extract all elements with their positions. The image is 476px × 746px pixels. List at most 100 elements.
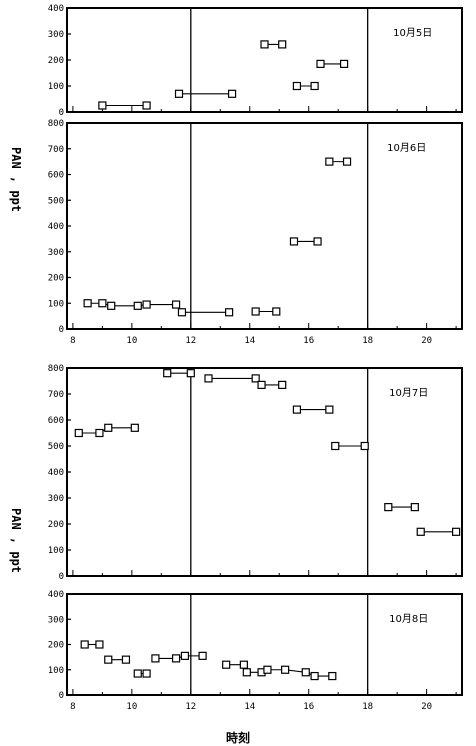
data-point-marker <box>142 669 151 678</box>
x-tick-label: 20 <box>421 702 432 712</box>
data-point-marker <box>74 428 83 438</box>
data-point-marker <box>301 668 310 677</box>
panel-date-label: 10月6日 <box>387 142 426 154</box>
data-point-marker <box>257 380 266 389</box>
y-tick-label: 0 <box>59 325 64 335</box>
x-tick-label: 10 <box>126 336 137 346</box>
data-point-marker <box>289 237 299 246</box>
data-point-marker <box>151 654 160 663</box>
y-tick-label: 300 <box>48 494 64 504</box>
data-point-marker <box>130 423 139 432</box>
y-tick-label: 800 <box>48 119 64 129</box>
data-point-marker <box>198 651 207 660</box>
data-point-marker <box>242 668 251 677</box>
data-point-marker <box>360 441 369 451</box>
data-point-marker <box>186 369 195 378</box>
data-point-marker <box>174 89 184 98</box>
x-tick-label: 14 <box>244 336 255 346</box>
x-tick-label: 12 <box>185 336 196 346</box>
date-label-background <box>373 374 436 444</box>
x-tick-label: 18 <box>362 336 373 346</box>
data-point-marker <box>227 89 237 98</box>
date-label-background <box>373 14 444 56</box>
y-tick-label: 100 <box>48 299 64 309</box>
data-point-marker <box>121 655 131 664</box>
y-tick-label: 700 <box>48 390 64 400</box>
x-tick-label: 14 <box>244 702 255 712</box>
y-tick-label: 300 <box>48 30 64 40</box>
data-point-marker <box>104 423 113 432</box>
data-point-marker <box>133 669 142 678</box>
data-point-marker <box>325 157 334 166</box>
data-point-marker <box>331 441 340 451</box>
panel-date-label: 10月7日 <box>389 387 428 399</box>
panel-2: 0 100 200 300 400 500 600 700 800 8 10 12 14 16 18 20 10… <box>48 119 463 346</box>
data-point-marker <box>251 374 260 383</box>
data-point-marker <box>142 300 151 309</box>
y-tick-label: 0 <box>59 108 64 118</box>
panel-3: 0 100 200 300 400 500 600 700 800 10月7日 <box>48 364 463 582</box>
series-line <box>208 377 283 386</box>
y-tick-label: 300 <box>48 615 64 625</box>
x-tick-label: 10 <box>126 702 137 712</box>
data-point-marker <box>339 59 349 69</box>
y-tick-label: 400 <box>48 222 64 232</box>
x-tick-label: 18 <box>362 702 373 712</box>
y-tick-label: 500 <box>48 442 64 452</box>
y-tick-label: 600 <box>48 416 64 426</box>
data-point-marker <box>310 81 319 91</box>
data-point-marker <box>384 503 393 512</box>
y-tick-label: 200 <box>48 520 64 530</box>
data-point-marker <box>278 380 287 389</box>
panels: 010020030040010月5日0100200300400500600700… <box>48 4 463 712</box>
data-point-marker <box>222 660 231 669</box>
y-tick-label: 100 <box>48 546 64 556</box>
data-point-marker <box>239 660 248 669</box>
data-point-marker <box>251 307 260 316</box>
series-line <box>78 427 135 434</box>
y-tick-label: 0 <box>59 691 64 701</box>
data-point-marker <box>133 301 142 310</box>
data-point-marker <box>98 101 107 110</box>
data-point-marker <box>328 671 337 681</box>
data-point-marker <box>342 157 352 166</box>
data-point-marker <box>95 640 104 649</box>
data-point-marker <box>416 527 425 536</box>
data-point-marker <box>225 308 234 317</box>
data-point-marker <box>325 405 334 414</box>
data-point-marker <box>452 527 461 536</box>
data-point-marker <box>316 59 325 69</box>
x-tick-label: 8 <box>70 702 75 712</box>
date-label-background <box>373 600 436 644</box>
data-point-marker <box>104 655 113 664</box>
data-point-marker <box>292 405 302 414</box>
data-point-marker <box>98 299 107 308</box>
y-tick-label: 400 <box>48 4 64 14</box>
x-tick-label: 8 <box>70 336 75 346</box>
y-tick-label: 100 <box>48 82 64 92</box>
data-point-marker <box>272 307 281 316</box>
panel-1: 0 100 200 300 400 10月5日 <box>48 4 463 118</box>
data-point-marker <box>263 665 272 674</box>
data-point-marker <box>95 428 104 438</box>
y-tick-label: 200 <box>48 56 64 66</box>
data-point-marker <box>281 665 290 674</box>
data-point-marker <box>142 101 151 110</box>
y-tick-label: 0 <box>59 572 64 582</box>
y-tick-label: 200 <box>48 274 64 284</box>
x-tick-label: 12 <box>185 702 196 712</box>
data-point-marker <box>163 369 172 378</box>
data-point-marker <box>80 640 89 649</box>
y-tick-label: 400 <box>48 590 64 600</box>
data-point-marker <box>260 40 269 49</box>
data-point-marker <box>83 299 92 308</box>
data-point-marker <box>177 308 187 317</box>
data-point-marker <box>310 671 319 681</box>
y-tick-label: 300 <box>48 248 64 258</box>
y-axis-label-upper: PAN , ppt <box>9 147 23 212</box>
data-point-marker <box>313 237 322 246</box>
x-axis-label: 時刻 <box>226 730 250 745</box>
x-tick-label: 16 <box>303 702 314 712</box>
data-point-marker <box>107 301 116 310</box>
